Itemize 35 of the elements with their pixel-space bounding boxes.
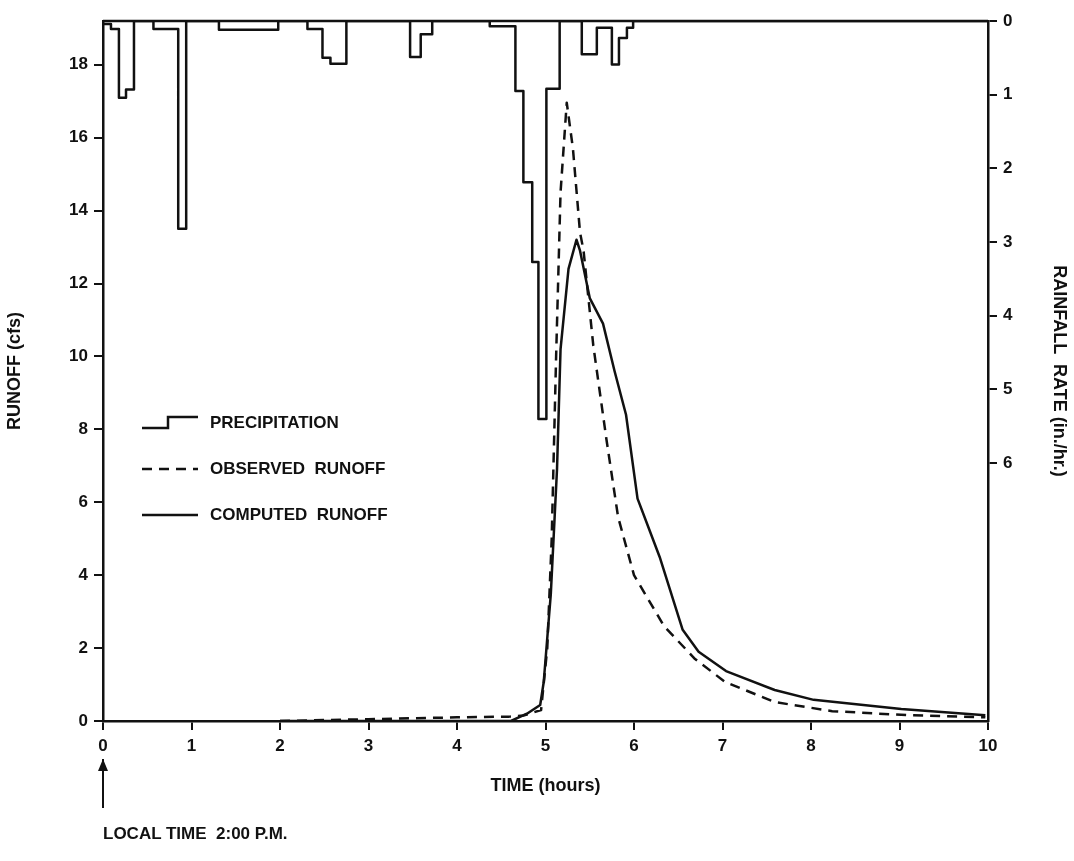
y2-tick-label: 2 — [1003, 158, 1013, 178]
y2-tick-label: 3 — [1003, 231, 1013, 251]
y2-tick-label: 0 — [1003, 10, 1013, 30]
y2-tick-label: 1 — [1003, 84, 1013, 104]
x-tick-label: 2 — [275, 735, 285, 755]
y-axis-title: RUNOFF (cfs) — [3, 312, 24, 430]
x-tick-label: 1 — [186, 735, 197, 755]
x-tick-label: 5 — [540, 735, 551, 755]
legend-label: OBSERVED RUNOFF — [210, 459, 386, 479]
y-tick-label: 0 — [78, 710, 88, 730]
x-axis-title: TIME (hours) — [490, 775, 601, 796]
y2-tick-label: 4 — [1003, 305, 1013, 325]
legend-label: COMPUTED RUNOFF — [210, 505, 388, 525]
x-tick-label: 9 — [894, 735, 905, 755]
y-tick-label: 4 — [78, 564, 89, 584]
x-tick-label: 0 — [98, 735, 108, 755]
x-tick-label: 6 — [629, 735, 639, 755]
y-tick-label: 2 — [78, 637, 88, 657]
y-tick-label: 14 — [69, 200, 89, 220]
x-tick-label: 8 — [806, 735, 816, 755]
x-tick-label: 3 — [363, 735, 374, 755]
legend-label: PRECIPITATION — [210, 413, 339, 433]
y-tick-label: 18 — [69, 54, 88, 74]
y-tick-label: 8 — [78, 419, 88, 439]
text: LOCAL TIME 2:00 P.M. — [103, 824, 288, 844]
y-tick-label: 10 — [69, 346, 88, 366]
y2-axis-title: RAINFALL RATE (in./hr.) — [1050, 265, 1071, 477]
x-tick-label: 10 — [978, 735, 998, 755]
x-tick-label: 4 — [452, 735, 463, 755]
y-tick-label: 12 — [69, 273, 88, 293]
y2-tick-label: 6 — [1003, 452, 1013, 472]
y-tick-label: 16 — [69, 127, 88, 147]
y2-tick-label: 5 — [1003, 379, 1013, 399]
y-tick-label: 6 — [78, 491, 88, 511]
x-tick-label: 7 — [717, 735, 728, 755]
